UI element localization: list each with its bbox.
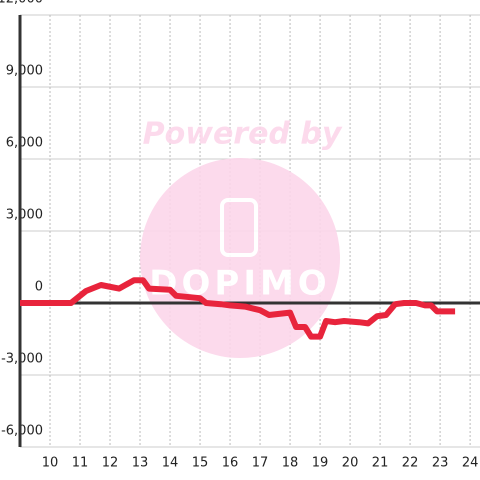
x-tick-label: 20 (342, 456, 359, 471)
x-tick-label: 18 (282, 456, 299, 471)
y-tick-label: 12,000 (0, 0, 43, 7)
y-tick-label: 0 (35, 280, 43, 295)
y-tick-label: 6,000 (6, 136, 43, 151)
x-tick-label: 21 (372, 456, 389, 471)
x-tick-label: 14 (162, 456, 179, 471)
watermark-icon (220, 198, 258, 257)
x-tick-label: 13 (132, 456, 149, 471)
x-tick-label: 15 (192, 456, 209, 471)
x-tick-label: 16 (222, 456, 239, 471)
watermark-circle (140, 158, 340, 358)
x-tick-label: 23 (432, 456, 449, 471)
x-tick-label: 12 (102, 456, 119, 471)
y-tick-label: 9,000 (6, 64, 43, 79)
y-tick-label: -3,000 (1, 352, 43, 367)
watermark-text: Powered by (143, 117, 343, 152)
x-tick-label: 19 (312, 456, 329, 471)
y-tick-label: -6,000 (1, 424, 43, 439)
x-tick-label: 24 (462, 456, 479, 471)
x-tick-label: 22 (402, 456, 419, 471)
y-tick-label: 3,000 (6, 208, 43, 223)
x-tick-label: 11 (72, 456, 89, 471)
data-line (20, 277, 456, 340)
x-tick-label: 10 (42, 456, 59, 471)
x-tick-label: 17 (252, 456, 269, 471)
